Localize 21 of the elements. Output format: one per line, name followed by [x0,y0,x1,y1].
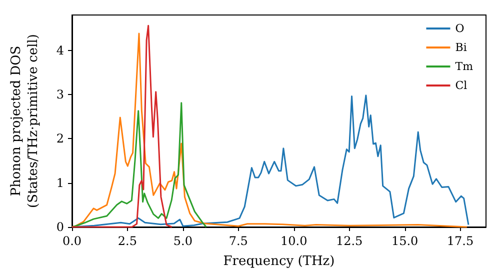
x-axis-title: Frequency (THz) [223,254,335,269]
legend-label: Cl [455,79,468,92]
x-tick-label: 10.0 [280,234,308,248]
x-tick-label: 7.5 [228,234,248,248]
legend-label: O [455,22,464,35]
x-tick-label: 0.0 [62,234,82,248]
legend-label: Tm [455,60,474,73]
line-series [71,102,207,228]
legend-label: Bi [455,41,468,54]
x-tick-label: 17.5 [446,234,474,248]
x-tick-label: 12.5 [336,234,363,248]
x-tick-label: 15.0 [391,234,418,248]
y-axis-title: Phonon projected DOS (States/THz·primitive cell) [9,34,41,208]
x-tick-label: 5.0 [173,234,192,248]
y-tick-label: 0 [56,220,64,234]
x-tick-label: 2.5 [118,234,138,248]
y-tick-label: 3 [56,88,64,102]
y-tick-label: 4 [56,43,64,58]
line-series [71,24,173,228]
y-tick-label: 2 [56,132,64,146]
y-tick-label: 1 [56,176,64,190]
